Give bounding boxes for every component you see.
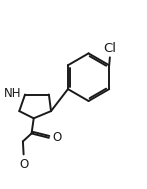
Text: O: O — [19, 158, 28, 171]
Text: O: O — [52, 131, 62, 144]
Text: Cl: Cl — [103, 42, 116, 55]
Text: NH: NH — [4, 87, 21, 100]
